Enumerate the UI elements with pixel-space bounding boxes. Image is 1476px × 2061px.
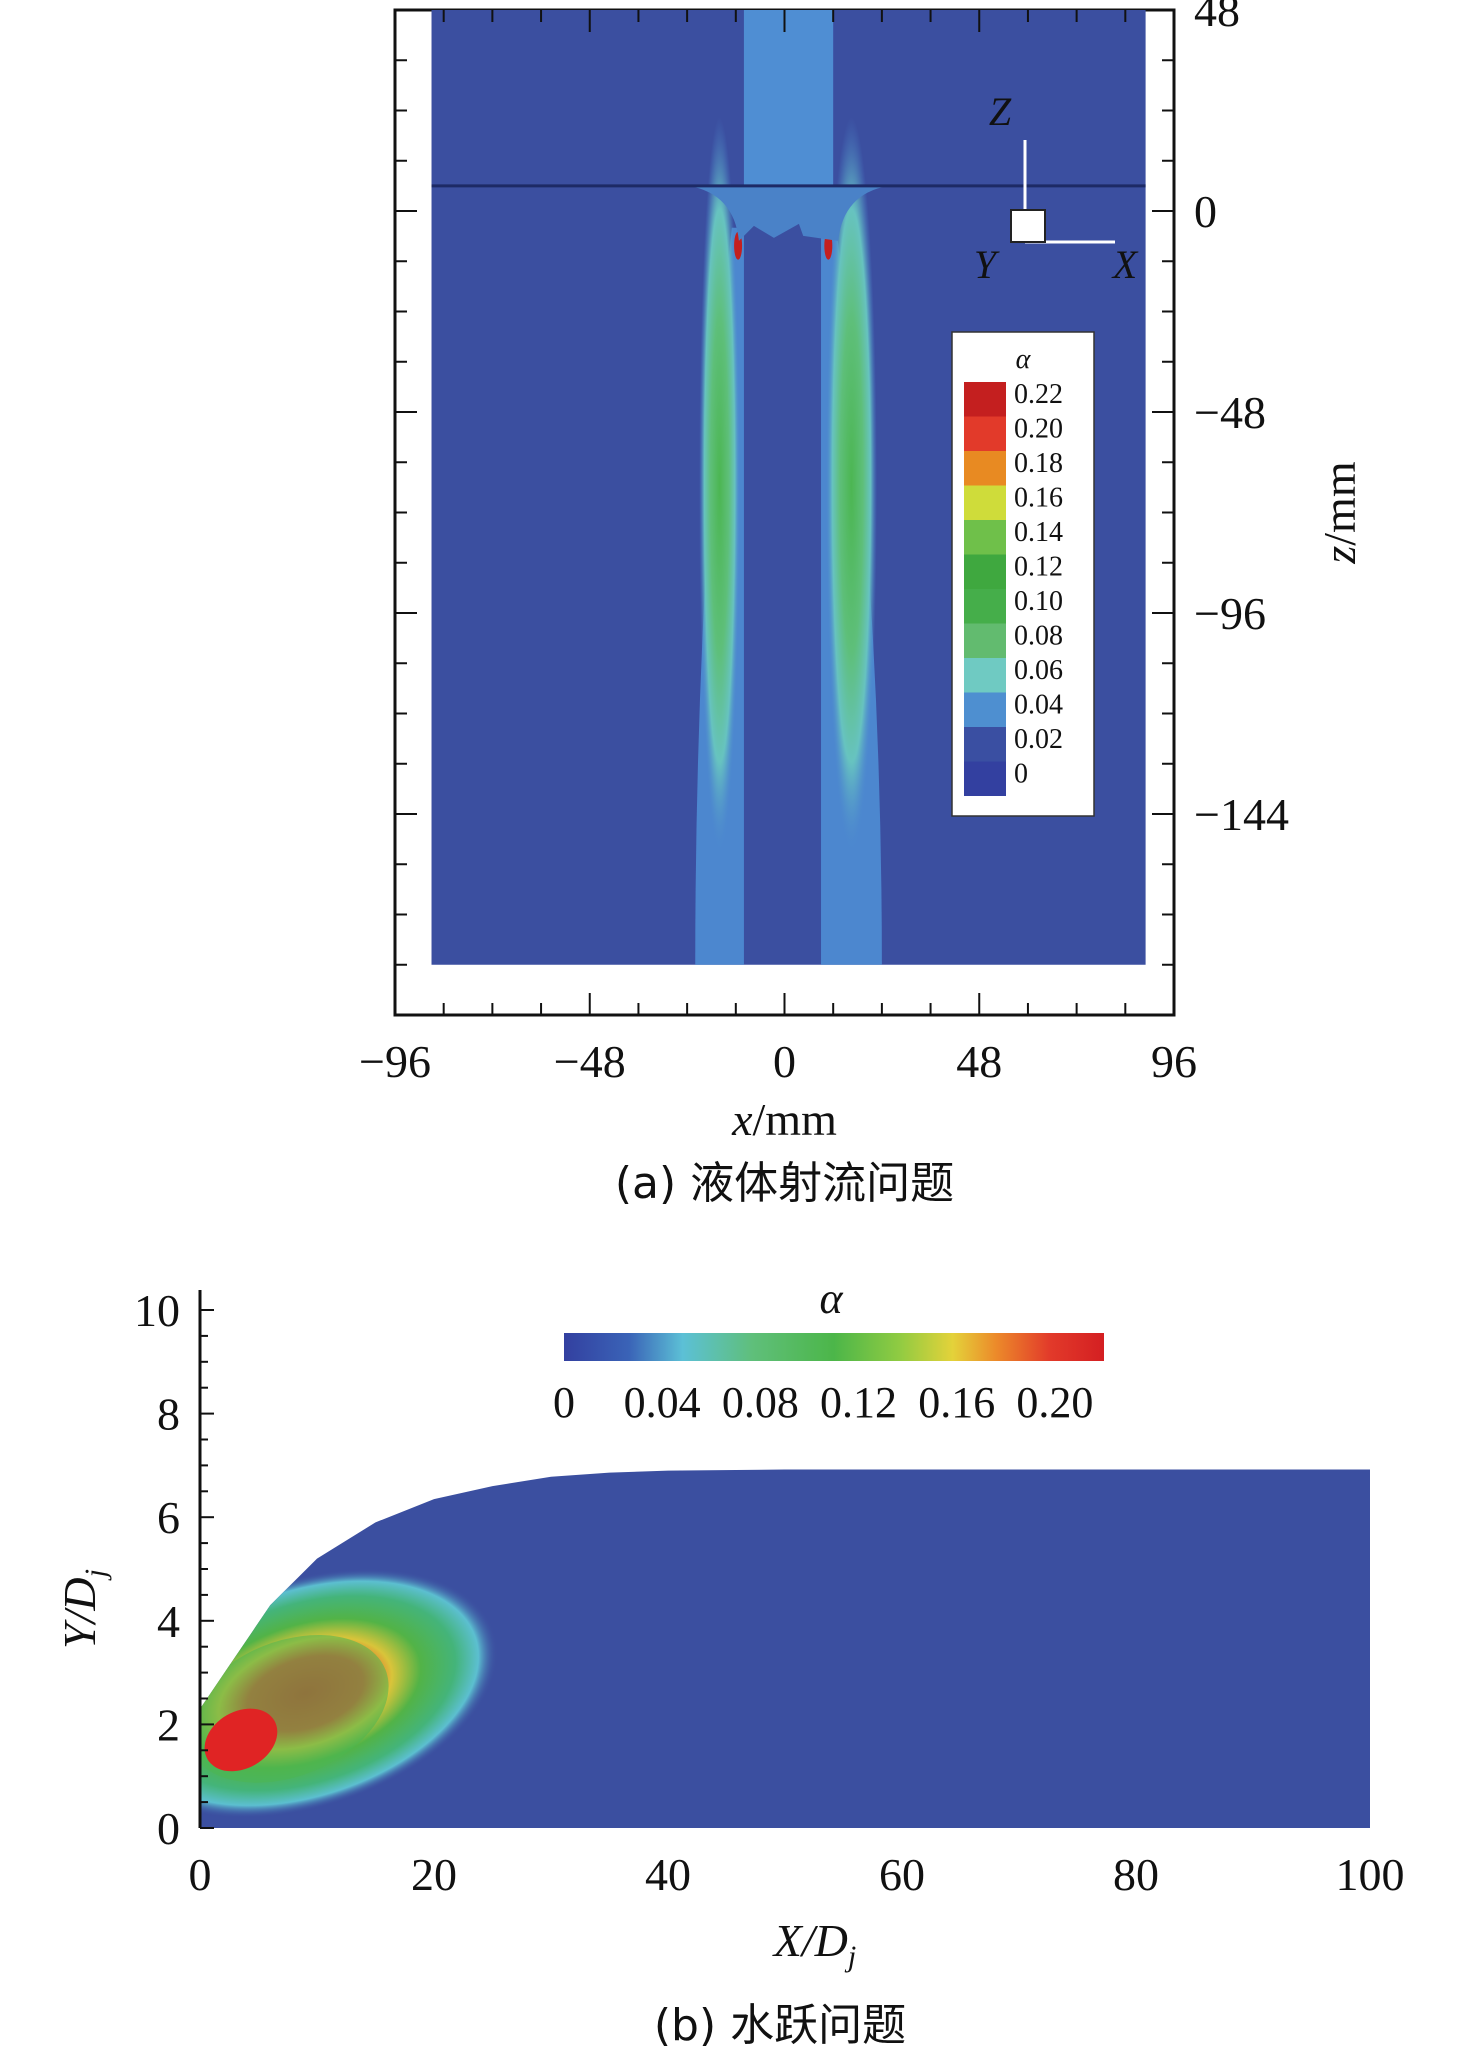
y-tick-label-b: 6 bbox=[157, 1492, 180, 1543]
y-axis-label-b-sub: j bbox=[79, 1569, 112, 1581]
splash-region bbox=[688, 185, 889, 241]
y-axis-label-b: Y/Dj bbox=[54, 1569, 112, 1649]
spray-jet-1-core bbox=[699, 117, 741, 855]
fluid-region-b bbox=[200, 1469, 1370, 1828]
legend-swatch bbox=[964, 761, 1006, 796]
legend-swatch bbox=[964, 554, 1006, 589]
x-tick-label-a: 0 bbox=[773, 1036, 796, 1087]
x-axis-label-b-main: X/D bbox=[772, 1915, 848, 1966]
ticks-b bbox=[200, 1309, 214, 1829]
y-axis-label-b-main: Y/D bbox=[54, 1577, 105, 1649]
legend-label: 0.16 bbox=[1014, 483, 1063, 514]
legend-label: 0.12 bbox=[1014, 552, 1063, 583]
x-tick-label-a: −48 bbox=[554, 1036, 626, 1087]
legend-title: α bbox=[1016, 344, 1032, 375]
spray-jets bbox=[695, 117, 882, 965]
triad-x-label: X bbox=[1111, 242, 1139, 287]
hotspot-core bbox=[204, 1708, 278, 1772]
legend-label: 0.06 bbox=[1014, 655, 1063, 686]
legend-swatch bbox=[964, 416, 1006, 451]
legend-label: 0 bbox=[1014, 759, 1028, 790]
x-tick-label-b: 0 bbox=[189, 1849, 212, 1900]
triad-y-label: Y bbox=[974, 242, 1000, 287]
x-axis-label-a: x/mm bbox=[731, 1094, 837, 1145]
colorbar-label: 0 bbox=[553, 1378, 575, 1427]
y-tick-label-b: 4 bbox=[157, 1596, 180, 1647]
legend-swatch bbox=[964, 382, 1006, 417]
legend-label: 0.18 bbox=[1014, 448, 1063, 479]
x-tick-label-a: 48 bbox=[956, 1036, 1002, 1087]
y-axis-unit-a: /mm bbox=[1314, 461, 1365, 546]
ticks-a bbox=[394, 9, 1175, 1016]
colorbar-label: 0.12 bbox=[820, 1378, 897, 1427]
colorbar-label: 0.04 bbox=[624, 1378, 701, 1427]
x-tick-label-b: 20 bbox=[411, 1849, 457, 1900]
y-tick-label-a: 48 bbox=[1194, 0, 1240, 36]
chart-a: −96 −48 0 48 96 48 0 −48 −96 −144 x/mm z/mm Z Y … bbox=[359, 0, 1365, 1209]
legend-swatch bbox=[964, 589, 1006, 624]
y-tick-label-a: −48 bbox=[1194, 387, 1266, 438]
legend-swatch bbox=[964, 520, 1006, 555]
x-tick-label-a: −96 bbox=[359, 1036, 431, 1087]
x-tick-label-a: 96 bbox=[1151, 1036, 1197, 1087]
y-tick-label-b: 8 bbox=[157, 1389, 180, 1440]
y-axis-var-a: z bbox=[1314, 546, 1365, 565]
legend-label: 0.14 bbox=[1014, 517, 1063, 548]
caption-b: (b) 水跃问题 bbox=[654, 2000, 906, 2051]
x-axis-unit-a: /mm bbox=[753, 1094, 838, 1145]
y-tick-labels-a: 48 0 −48 −96 −144 bbox=[1194, 0, 1289, 840]
legend-swatch bbox=[964, 692, 1006, 727]
legend-label: 0.08 bbox=[1014, 621, 1063, 652]
legend-label: 0.22 bbox=[1014, 379, 1063, 410]
x-tick-label-b: 40 bbox=[645, 1849, 691, 1900]
colorbar-gradient bbox=[564, 1333, 1104, 1361]
colorbar-b: α 0 0.04 0.08 0.12 0.16 0.20 bbox=[553, 1274, 1104, 1427]
nozzle-jet bbox=[743, 10, 834, 186]
y-tick-label-a: 0 bbox=[1194, 186, 1217, 237]
legend-label: 0.10 bbox=[1014, 586, 1063, 617]
legend-label: 0.20 bbox=[1014, 414, 1063, 445]
triad-z-label: Z bbox=[989, 89, 1012, 134]
x-tick-labels-b: 0 20 40 60 80 100 bbox=[189, 1849, 1405, 1900]
colorbar-title: α bbox=[819, 1274, 843, 1323]
legend-swatch bbox=[964, 485, 1006, 520]
colorbar-label: 0.20 bbox=[1016, 1378, 1093, 1427]
legend-swatch bbox=[964, 623, 1006, 658]
legend-label: 0.02 bbox=[1014, 724, 1063, 755]
y-tick-label-a: −144 bbox=[1194, 789, 1289, 840]
x-tick-labels-a: −96 −48 0 48 96 bbox=[359, 1036, 1197, 1087]
y-tick-label-a: −96 bbox=[1194, 588, 1266, 639]
legend-swatch bbox=[964, 451, 1006, 486]
y-tick-label-b: 10 bbox=[134, 1285, 180, 1336]
y-tick-label-b: 2 bbox=[157, 1699, 180, 1750]
legend-label: 0.04 bbox=[1014, 690, 1063, 721]
y-axis-label-a: z/mm bbox=[1314, 461, 1365, 564]
x-tick-label-b: 60 bbox=[879, 1849, 925, 1900]
x-axis-var-a: x bbox=[731, 1094, 753, 1145]
caption-a: (a) 液体射流问题 bbox=[615, 1158, 954, 1209]
spray-jet-2-core bbox=[825, 117, 878, 855]
colorbar-label: 0.08 bbox=[722, 1378, 799, 1427]
triad-origin-box bbox=[1010, 209, 1046, 243]
colorbar-labels: 0 0.04 0.08 0.12 0.16 0.20 bbox=[553, 1378, 1093, 1427]
x-tick-label-b: 100 bbox=[1336, 1849, 1405, 1900]
legend-swatch bbox=[964, 658, 1006, 693]
axis-triad: Z Y X bbox=[974, 89, 1139, 287]
x-axis-label-b-sub: j bbox=[844, 1940, 856, 1973]
colorbar-label: 0.16 bbox=[918, 1378, 995, 1427]
legend-swatch bbox=[964, 727, 1006, 762]
x-tick-label-b: 80 bbox=[1113, 1849, 1159, 1900]
y-tick-labels-b: 0 2 4 6 8 10 bbox=[134, 1285, 180, 1854]
x-axis-label-b: X/Dj bbox=[772, 1915, 856, 1973]
y-tick-label-b: 0 bbox=[157, 1803, 180, 1854]
legend-entries: 0.22 0.200.18 0.160.14 0.120.10 0.080.06 0.04… bbox=[964, 379, 1063, 796]
legend-a: α 0.220.200.180.160.140.120.100.080.060.… bbox=[951, 331, 1095, 817]
